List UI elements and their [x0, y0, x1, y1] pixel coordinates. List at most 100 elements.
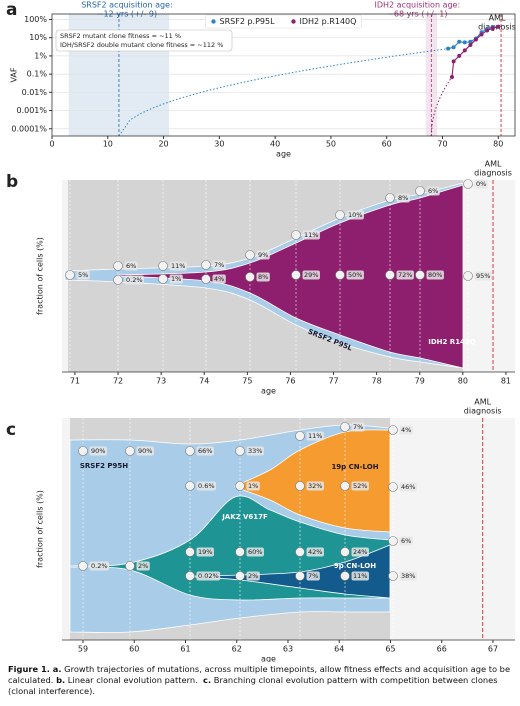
x-tick-label: 70 [437, 140, 447, 149]
clone-name: 9p CN-LOH [334, 562, 376, 570]
x-tick-label: 76 [285, 377, 295, 386]
sample-icon [158, 261, 168, 271]
sample-icon [185, 571, 195, 581]
caption: Figure 1. a. Growth trajectories of muta… [8, 664, 513, 704]
aml-label: AML [474, 398, 491, 407]
fraction-label-bg [306, 481, 324, 491]
sample-icon [245, 250, 255, 260]
fraction-label: 4% [214, 275, 224, 283]
sample-icon [463, 179, 473, 189]
fraction-label-bg [196, 481, 217, 491]
caption-text: Growth trajectories of mutations, across… [8, 664, 513, 685]
fit-line [430, 76, 453, 137]
x-tick-label: 62 [232, 645, 242, 654]
fraction-label: 90% [91, 447, 105, 455]
figure: 0.0001% 0.001% 0.01% 0.1% 1% 10% 100% 0 10 20 30 40… [6, 0, 516, 663]
fraction-label-bg [399, 571, 417, 581]
x-tick-label: 40 [270, 140, 280, 149]
sample-icon [340, 547, 350, 557]
fraction-label: 33% [248, 447, 262, 455]
sample-icon [78, 561, 88, 571]
x-tick-label: 79 [415, 377, 425, 386]
acquisition-label: SRSF2 acquisition age: [81, 1, 172, 10]
x-tick-label: 60 [382, 140, 392, 149]
fraction-label: 38% [401, 572, 415, 580]
sample-icon [415, 186, 425, 196]
fraction-label-bg [306, 571, 320, 581]
y-tick-label: 100% [24, 15, 47, 24]
fraction-label: 2% [138, 562, 148, 570]
data-point [473, 37, 478, 42]
fraction-label: 0.2% [126, 276, 143, 284]
sample-icon [415, 270, 425, 280]
fraction-label: 0.2% [91, 562, 108, 570]
data-point [490, 26, 495, 31]
fraction-label-bg [306, 547, 324, 557]
y-tick-label: 1% [34, 51, 47, 60]
plot-frame [51, 13, 516, 137]
fraction-label-bg [474, 271, 492, 281]
data-point [479, 32, 484, 37]
fraction-label: 9% [258, 251, 268, 259]
x-tick-label: 78 [372, 377, 382, 386]
sample-icon [185, 547, 195, 557]
x-axis-label: age [261, 387, 276, 396]
sample-icon [113, 261, 123, 271]
fraction-label: 42% [308, 548, 322, 556]
fraction-label: 0% [476, 180, 486, 188]
legend-box [205, 14, 362, 29]
y-tick-label: 0.001% [16, 106, 47, 115]
legend-label: IDH2 p.R140Q [300, 17, 357, 26]
fraction-label: 7% [353, 423, 363, 431]
fraction-label-bg [212, 274, 226, 284]
y-axis-label: VAF [10, 67, 19, 82]
sample-icon [201, 274, 211, 284]
series-line [447, 26, 499, 50]
sample-icon [388, 571, 398, 581]
x-axis-label: age [261, 655, 276, 663]
caption-text: Branching clonal evolution pattern with … [8, 675, 501, 696]
fraction-label: 0.02% [198, 572, 219, 580]
sample-icon [291, 270, 301, 280]
data-point [468, 42, 473, 47]
sample-icon [340, 481, 350, 491]
fraction-label: 0.6% [198, 482, 215, 490]
sample-icon [385, 270, 395, 280]
x-tick-label: 72 [113, 377, 123, 386]
sample-icon [340, 571, 350, 581]
y-axis-label: fraction of cells (%) [36, 490, 45, 568]
y-tick-label: 0.01% [22, 88, 48, 97]
x-tick-label: 67 [488, 645, 498, 654]
fraction-label-bg [426, 186, 440, 196]
fraction-label: 80% [428, 271, 442, 279]
fraction-label-bg [399, 425, 413, 435]
fraction-label: 10% [348, 211, 362, 219]
fraction-label: 66% [198, 447, 212, 455]
fraction-label-bg [246, 547, 264, 557]
fraction-label: 90% [138, 447, 152, 455]
fraction-label: 11% [353, 572, 367, 580]
x-tick-label: 59 [78, 645, 88, 654]
x-tick-label: 63 [283, 645, 293, 654]
x-tick-label: 10 [103, 140, 113, 149]
y-tick-label: 0.0001% [11, 124, 47, 133]
x-tick-label: 75 [242, 377, 252, 386]
fitness-box [55, 29, 233, 52]
fitness-text: IDH/SRSF2 double mutant clone fitness = … [60, 41, 223, 49]
caption-text: Linear clonal evolution pattern. [65, 675, 204, 685]
fraction-label-bg [256, 250, 270, 260]
clone-name: IDH2 R140Q [428, 338, 476, 346]
x-tick-label: 77 [328, 377, 338, 386]
sample-icon [388, 536, 398, 546]
sample-icon [185, 481, 195, 491]
fraction-label-bg [196, 446, 214, 456]
fraction-label: 8% [258, 273, 268, 281]
sample-icon [295, 481, 305, 491]
sample-icon [388, 425, 398, 435]
data-point [446, 46, 451, 51]
fraction-label-bg [399, 482, 417, 492]
data-point [485, 28, 490, 33]
x-tick-label: 65 [385, 645, 395, 654]
y-axis-label: fraction of cells (%) [36, 237, 45, 315]
fraction-label: 24% [353, 548, 367, 556]
